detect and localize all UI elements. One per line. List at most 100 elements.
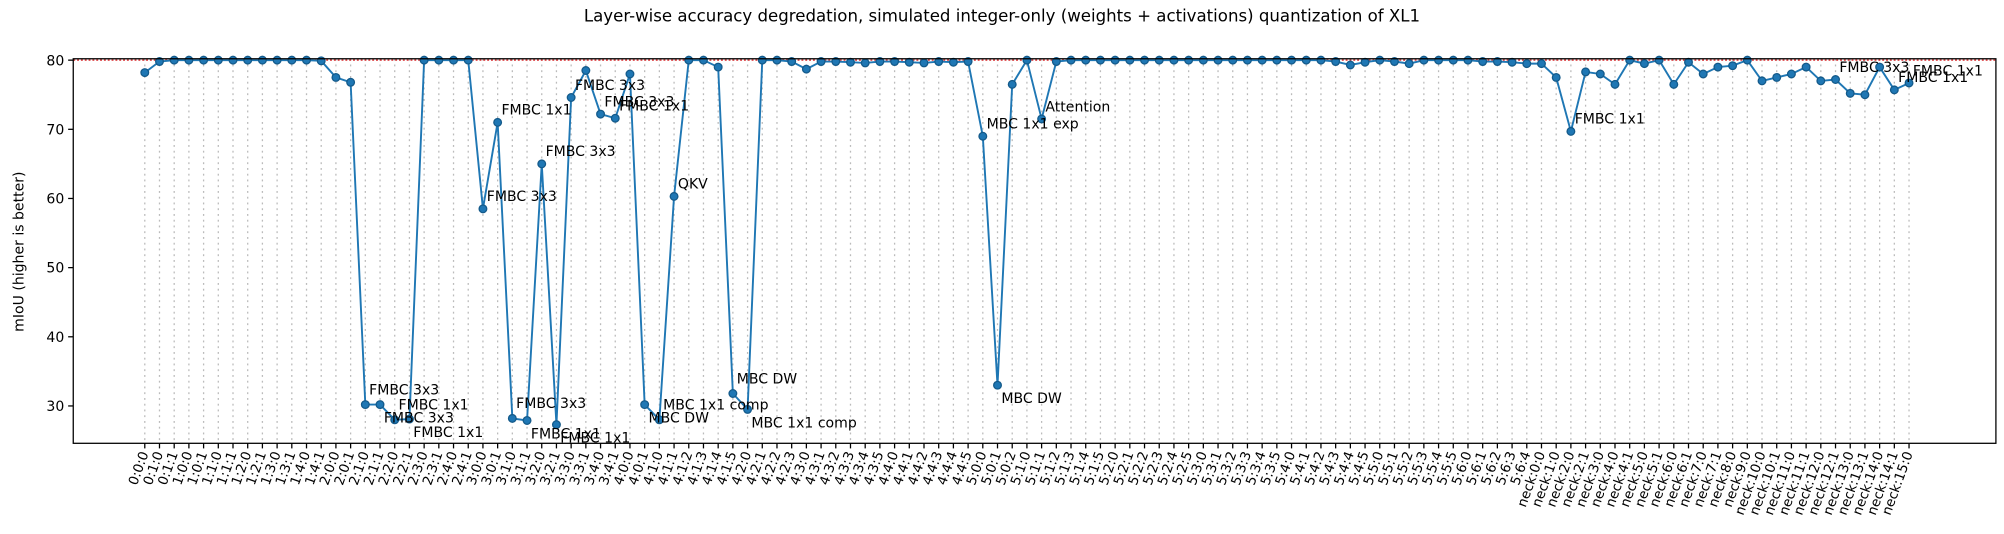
data-point — [1404, 59, 1414, 69]
data-point — [801, 64, 811, 74]
annotation: FMBC 1x1 — [413, 425, 483, 441]
annotation: FMBC 1x1 — [619, 99, 689, 115]
data-point — [1389, 57, 1399, 67]
data-point — [1125, 55, 1135, 65]
data-point — [404, 414, 414, 424]
annotation: FMBC 3x3 — [575, 78, 645, 94]
data-point — [890, 57, 900, 67]
data-point — [1272, 55, 1282, 65]
data-point — [199, 55, 209, 65]
data-point — [1654, 55, 1664, 65]
data-point — [684, 55, 694, 65]
data-point — [610, 113, 620, 123]
chart-title: Layer-wise accuracy degredation, simulat… — [584, 7, 1420, 26]
data-point — [537, 159, 547, 169]
data-point — [846, 57, 855, 67]
data-point — [1698, 69, 1708, 79]
data-point — [493, 117, 503, 127]
data-point — [434, 55, 444, 65]
data-point — [1022, 55, 1032, 65]
data-point — [1610, 79, 1620, 89]
annotation: FMBC 1x1 — [399, 398, 469, 414]
data-point — [1140, 55, 1149, 65]
data-point — [860, 58, 870, 68]
data-point — [757, 55, 767, 65]
data-point — [331, 72, 341, 82]
data-point — [1551, 72, 1561, 82]
data-point — [1684, 57, 1693, 67]
data-point — [934, 57, 944, 67]
data-point — [463, 55, 473, 65]
data-point — [1375, 55, 1385, 65]
data-point — [169, 55, 179, 65]
data-point — [449, 55, 459, 65]
data-point — [522, 416, 532, 425]
data-point — [478, 204, 488, 214]
data-point — [978, 131, 988, 141]
y-tick-label: 50 — [46, 261, 64, 277]
data-point — [1081, 55, 1091, 65]
data-point — [1448, 55, 1458, 65]
y-tick-label: 60 — [46, 192, 64, 208]
data-point — [1845, 88, 1855, 98]
data-point — [419, 55, 429, 65]
annotation: FMBC 1x1 — [501, 103, 571, 119]
data-point — [816, 57, 826, 67]
annotation: FMBC 1x1 — [531, 426, 601, 442]
data-point — [1492, 57, 1502, 67]
data-point — [1757, 76, 1767, 86]
data-point — [1184, 55, 1194, 65]
data-point — [1566, 126, 1576, 136]
data-point — [551, 420, 561, 430]
data-point — [272, 55, 282, 65]
data-point — [904, 57, 914, 67]
y-tick-label: 80 — [46, 53, 64, 69]
annotation: FMBC 3x3 — [1839, 60, 1909, 76]
data-point — [243, 55, 253, 65]
annotation: FMBC 3x3 — [487, 189, 557, 205]
data-point — [1301, 55, 1311, 65]
data-point — [1434, 55, 1444, 65]
data-point — [1875, 62, 1885, 72]
data-point — [1066, 55, 1076, 65]
data-point — [1889, 85, 1899, 95]
annotation: MBC DW — [1001, 391, 1062, 407]
data-point — [1213, 55, 1223, 65]
data-point — [1639, 59, 1649, 69]
data-point — [1831, 75, 1840, 84]
data-point — [1037, 114, 1047, 124]
data-point — [375, 400, 385, 410]
data-point — [213, 55, 223, 65]
data-point — [1625, 55, 1635, 65]
data-point — [772, 55, 782, 65]
annotation: MBC 1x1 exp — [987, 117, 1079, 133]
annotation: QKV — [678, 177, 708, 193]
annotation: FMBC 1x1 — [1898, 70, 1968, 86]
data-point — [507, 413, 517, 423]
data-point — [1786, 69, 1796, 79]
data-point — [1478, 57, 1488, 67]
data-point — [993, 380, 1002, 390]
data-point — [743, 404, 753, 414]
data-point — [625, 69, 635, 79]
data-point — [1331, 57, 1341, 67]
data-point — [1463, 55, 1473, 65]
data-point — [140, 68, 150, 78]
data-point — [875, 57, 885, 67]
annotation: FMBC 3x3 — [384, 410, 454, 426]
data-point — [228, 55, 238, 65]
data-point — [948, 57, 958, 67]
annotation: MBC DW — [737, 371, 798, 387]
data-point — [1507, 57, 1517, 67]
data-point — [1198, 55, 1208, 65]
data-point — [1728, 61, 1738, 71]
data-point — [1095, 55, 1105, 65]
annotation: FMBC 1x1 — [1913, 63, 1983, 79]
data-point — [287, 55, 297, 65]
annotation: FMBC 1x1 — [560, 431, 630, 447]
annotation: FMBC 3x3 — [516, 396, 586, 412]
data-point — [1051, 57, 1061, 67]
data-point — [1713, 62, 1723, 72]
data-point — [1522, 59, 1532, 69]
